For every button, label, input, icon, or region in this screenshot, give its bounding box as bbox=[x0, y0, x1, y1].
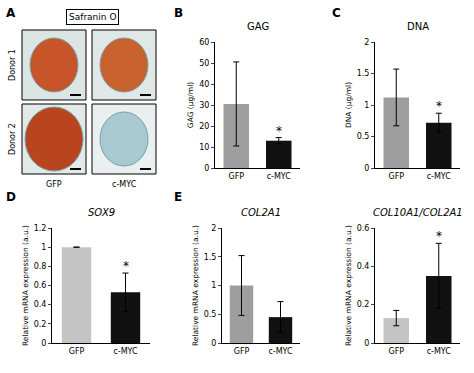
svg-text:0.5: 0.5 bbox=[357, 132, 370, 141]
svg-text:*: * bbox=[436, 99, 442, 113]
svg-text:*: * bbox=[123, 259, 129, 273]
svg-text:0.2: 0.2 bbox=[357, 300, 370, 309]
svg-text:c-MYC: c-MYC bbox=[268, 347, 293, 356]
svg-text:Relative mRNA expression (a.u.: Relative mRNA expression (a.u.) bbox=[344, 225, 353, 346]
svg-text:10: 10 bbox=[199, 143, 209, 152]
svg-text:c-MYC: c-MYC bbox=[427, 172, 452, 181]
svg-text:0: 0 bbox=[364, 164, 369, 173]
svg-text:GFP: GFP bbox=[46, 180, 62, 189]
svg-text:0.2: 0.2 bbox=[34, 320, 47, 329]
svg-text:A: A bbox=[6, 6, 16, 20]
svg-text:0: 0 bbox=[204, 164, 209, 173]
svg-text:D: D bbox=[6, 190, 16, 204]
svg-text:0: 0 bbox=[364, 339, 369, 348]
svg-text:c-MYC: c-MYC bbox=[267, 172, 292, 181]
svg-text:0.4: 0.4 bbox=[34, 300, 47, 309]
svg-text:GAG: GAG bbox=[247, 21, 269, 32]
svg-text:0.6: 0.6 bbox=[357, 224, 370, 233]
svg-text:*: * bbox=[436, 229, 442, 243]
svg-text:Relative mRNA expression (a.u.: Relative mRNA expression (a.u.) bbox=[191, 225, 200, 346]
svg-text:0: 0 bbox=[41, 339, 46, 348]
svg-text:GFP: GFP bbox=[388, 172, 404, 181]
svg-text:COL10A1/COL2A1: COL10A1/COL2A1 bbox=[373, 207, 463, 218]
svg-text:40: 40 bbox=[199, 80, 209, 89]
svg-text:1.5: 1.5 bbox=[204, 253, 217, 262]
svg-text:1.5: 1.5 bbox=[357, 69, 370, 78]
svg-text:GFP: GFP bbox=[388, 347, 404, 356]
svg-text:GAG (µg/ml): GAG (µg/ml) bbox=[186, 82, 195, 128]
svg-text:Relative mRNA expression (a.u.: Relative mRNA expression (a.u.) bbox=[21, 225, 30, 346]
svg-text:SOX9: SOX9 bbox=[88, 207, 115, 218]
svg-text:GFP: GFP bbox=[228, 172, 244, 181]
svg-text:E: E bbox=[174, 190, 182, 204]
svg-text:0.5: 0.5 bbox=[204, 310, 217, 319]
svg-text:Donor 1: Donor 1 bbox=[8, 49, 17, 81]
svg-text:60: 60 bbox=[199, 38, 209, 47]
svg-text:COL2A1: COL2A1 bbox=[241, 207, 281, 218]
svg-text:50: 50 bbox=[199, 59, 209, 68]
svg-text:0.4: 0.4 bbox=[357, 262, 370, 271]
svg-text:C: C bbox=[332, 6, 341, 20]
svg-text:0: 0 bbox=[211, 339, 216, 348]
svg-text:B: B bbox=[174, 6, 183, 20]
svg-text:c-MYC: c-MYC bbox=[113, 347, 138, 356]
svg-text:2: 2 bbox=[211, 224, 216, 233]
svg-text:GFP: GFP bbox=[234, 347, 250, 356]
svg-text:20: 20 bbox=[199, 122, 209, 131]
svg-text:DNA (µg/ml): DNA (µg/ml) bbox=[344, 82, 353, 128]
svg-text:0.6: 0.6 bbox=[34, 281, 47, 290]
svg-text:c-MYC: c-MYC bbox=[112, 180, 137, 189]
svg-text:0.8: 0.8 bbox=[34, 262, 47, 271]
svg-text:Donor 2: Donor 2 bbox=[8, 123, 17, 155]
svg-text:c-MYC: c-MYC bbox=[427, 347, 452, 356]
svg-text:*: * bbox=[276, 124, 282, 138]
svg-text:30: 30 bbox=[199, 101, 209, 110]
svg-text:DNA: DNA bbox=[407, 21, 429, 32]
svg-text:1: 1 bbox=[41, 243, 46, 252]
svg-text:1.2: 1.2 bbox=[34, 224, 47, 233]
svg-text:GFP: GFP bbox=[69, 347, 85, 356]
svg-text:1: 1 bbox=[364, 101, 369, 110]
svg-text:Safranin O: Safranin O bbox=[69, 12, 116, 22]
svg-text:2: 2 bbox=[364, 38, 369, 47]
svg-text:1: 1 bbox=[211, 281, 216, 290]
